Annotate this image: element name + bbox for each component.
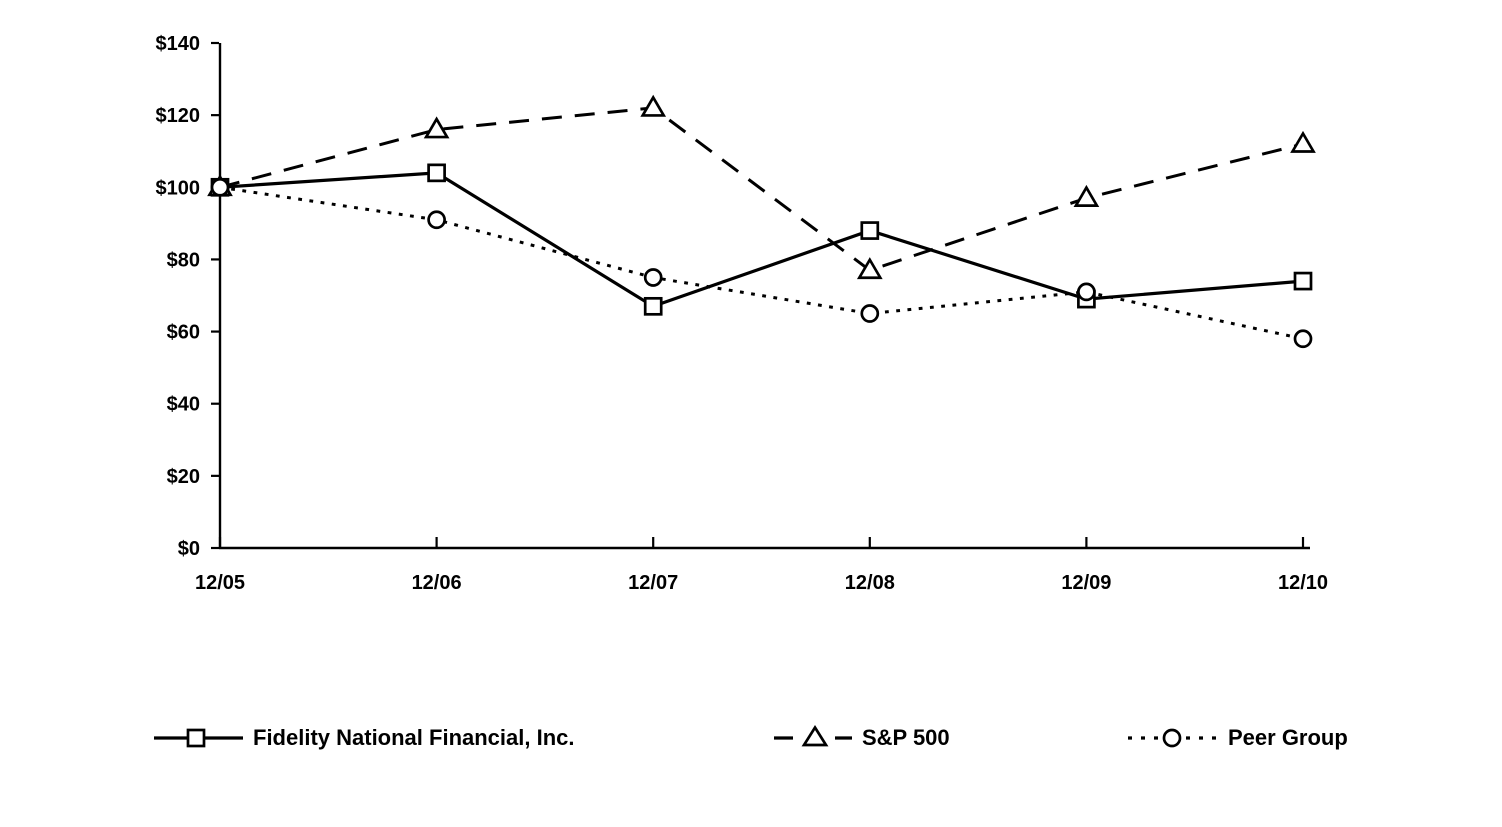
axes xyxy=(218,43,1310,550)
performance-line-chart: $140 $120 $100 $80 $60 $40 $20 $0 12/05 12/06 12/0… xyxy=(156,33,1329,594)
y-tick-label: $120 xyxy=(156,105,201,127)
y-tick-label: $0 xyxy=(178,538,200,560)
x-tick-label: 12/06 xyxy=(412,572,462,594)
triangle-marker xyxy=(1073,184,1100,207)
series-line-1 xyxy=(219,106,1304,272)
triangle-marker xyxy=(856,257,883,280)
circle-marker xyxy=(210,177,230,197)
circle-marker xyxy=(427,210,446,230)
square-marker xyxy=(643,296,663,316)
circle-marker xyxy=(1077,282,1096,302)
triangle-marker xyxy=(423,116,450,139)
y-tick-label: $40 xyxy=(167,394,200,416)
y-tick-label: $20 xyxy=(167,466,200,488)
legend-label: Peer Group xyxy=(1228,725,1348,750)
triangle-marker xyxy=(640,94,667,117)
triangle-marker xyxy=(1290,130,1316,153)
solid-line-square-marker-icon xyxy=(154,728,243,748)
dashed-line-triangle-marker-icon xyxy=(774,724,852,747)
x-tick-label: 12/09 xyxy=(1061,572,1111,594)
x-tick-label: 12/07 xyxy=(628,572,678,594)
dotted-line-circle-marker-icon xyxy=(1128,728,1220,748)
series-line-2 xyxy=(219,185,1304,341)
circle-marker xyxy=(643,268,663,287)
circle-marker xyxy=(860,304,880,323)
legend-item-peer-group: Peer Group xyxy=(1128,722,1348,754)
y-tick-label: $60 xyxy=(167,322,200,344)
legend-item-sp500: S&P 500 xyxy=(774,722,950,754)
y-tick-label: $140 xyxy=(156,33,201,55)
y-tick-label: $100 xyxy=(156,177,201,199)
axis-labels: $140 $120 $100 $80 $60 $40 $20 $0 12/05 12/06 12/0… xyxy=(156,33,1329,594)
square-marker xyxy=(427,163,446,183)
series-markers xyxy=(207,94,1316,349)
y-tick-label: $80 xyxy=(167,249,200,271)
legend-label: Fidelity National Financial, Inc. xyxy=(253,725,575,750)
legend-item-fidelity-national-financial: Fidelity National Financial, Inc. xyxy=(153,722,575,754)
x-tick-label: 12/08 xyxy=(845,572,895,594)
legend-label: S&P 500 xyxy=(862,725,950,750)
series-line-0 xyxy=(219,171,1304,309)
series-lines xyxy=(219,106,1304,341)
x-tick-label: 12/05 xyxy=(195,572,245,594)
x-tick-label: 12/10 xyxy=(1278,572,1328,594)
square-marker xyxy=(860,221,880,240)
square-marker xyxy=(1293,271,1313,291)
circle-marker xyxy=(1293,329,1313,349)
